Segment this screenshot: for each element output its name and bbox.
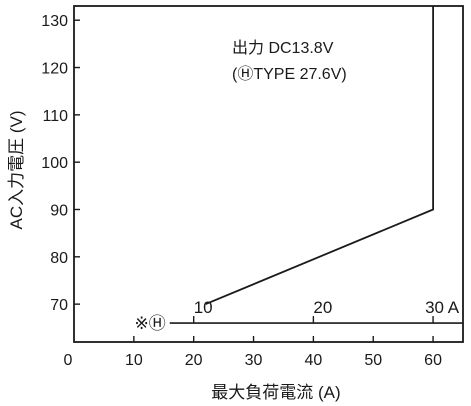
- x-tick-label: 60: [424, 352, 442, 369]
- annotation-type: (ⒽTYPE 27.6V): [232, 65, 347, 83]
- x-tick-label: 40: [304, 352, 322, 369]
- x-tick-label: 10: [125, 352, 143, 369]
- y-tick-label: 80: [50, 250, 68, 267]
- h-type-scale: ※Ⓗ 10 20 30 A: [135, 298, 463, 333]
- y-tick-label: 130: [41, 13, 68, 30]
- x-axis-label: 最大負荷電流 (A): [211, 383, 340, 402]
- y-tick-label: 120: [41, 61, 68, 78]
- x-axis-ticks: 0 10 20 30 40 50 60: [64, 336, 442, 369]
- x-tick-label: 50: [364, 352, 382, 369]
- y-axis-label: AC入力電圧 (V): [7, 111, 26, 230]
- y-axis-ticks: 70 80 90 100 110 120 130: [41, 13, 80, 314]
- h-type-tick-label: 20: [313, 298, 332, 317]
- y-tick-label: 70: [50, 297, 68, 314]
- h-type-marker: ※Ⓗ: [135, 314, 166, 333]
- h-type-tick-label: 30 A: [425, 298, 460, 317]
- annotation-output: 出力 DC13.8V: [232, 39, 334, 57]
- voltage-current-line: [205, 6, 434, 305]
- x-tick-label: 30: [245, 352, 263, 369]
- y-tick-label: 90: [50, 202, 68, 219]
- y-tick-label: 100: [41, 155, 68, 172]
- h-type-tick-label: 10: [194, 298, 213, 317]
- plot-area-frame: [73, 5, 464, 343]
- y-tick-label: 110: [42, 108, 68, 125]
- x-tick-label: 0: [64, 352, 73, 369]
- x-tick-label: 20: [185, 352, 203, 369]
